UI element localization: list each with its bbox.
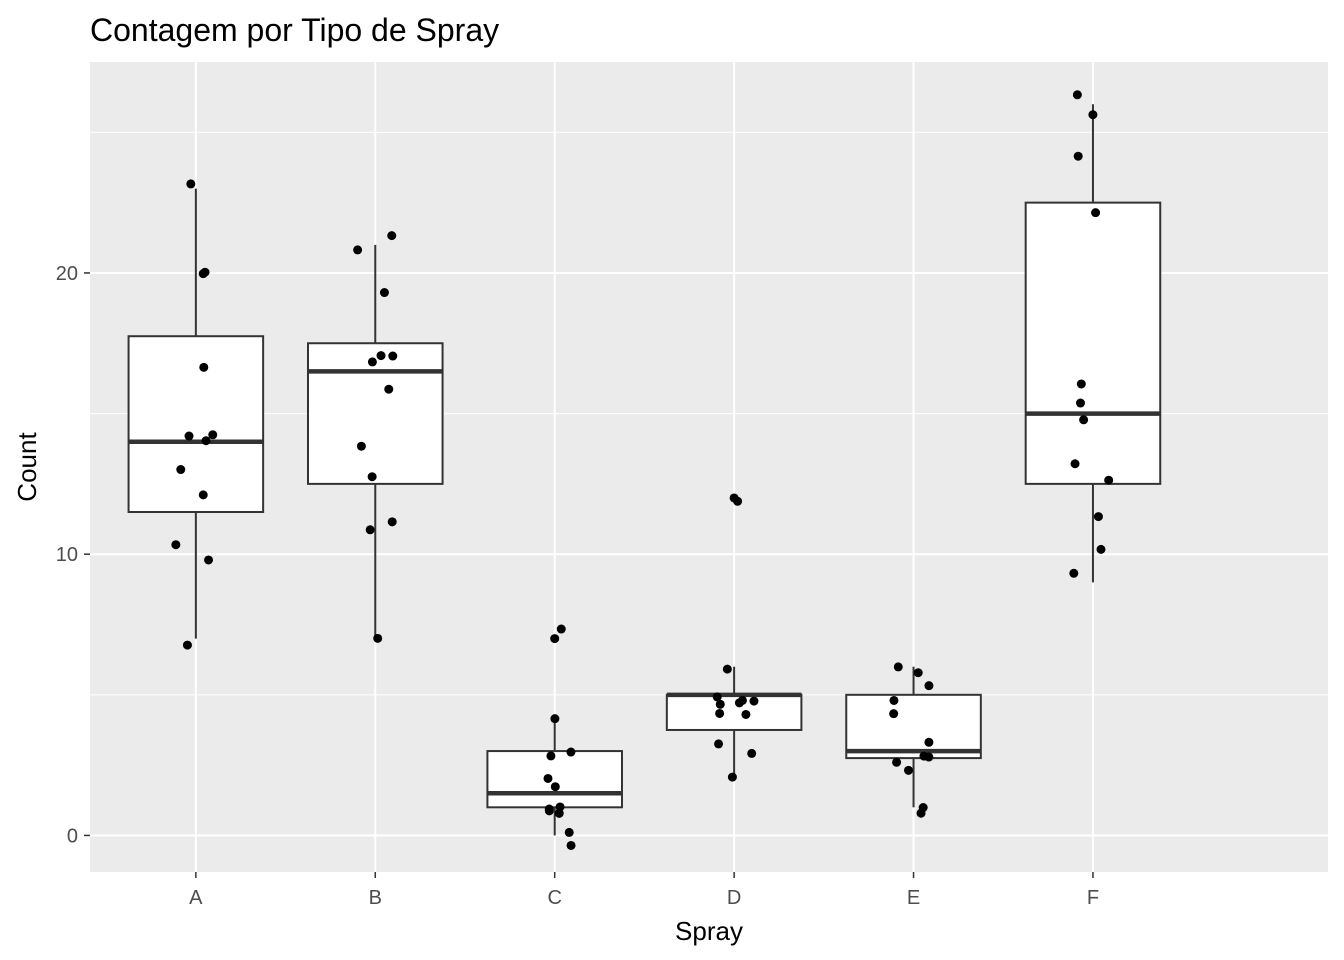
data-point bbox=[916, 808, 926, 818]
data-point bbox=[1104, 475, 1114, 485]
data-point bbox=[367, 472, 377, 482]
data-point bbox=[715, 708, 725, 718]
boxplots bbox=[127, 104, 1162, 836]
data-point bbox=[566, 840, 576, 850]
data-point bbox=[1072, 90, 1082, 100]
data-point bbox=[1075, 398, 1085, 408]
box bbox=[1024, 201, 1162, 485]
data-point bbox=[903, 765, 913, 775]
data-point bbox=[171, 540, 181, 550]
data-point bbox=[1091, 208, 1101, 218]
data-point bbox=[1070, 459, 1080, 469]
data-point bbox=[373, 633, 383, 643]
data-point bbox=[376, 351, 386, 361]
data-point bbox=[741, 709, 751, 719]
data-point bbox=[749, 696, 759, 706]
data-point bbox=[546, 751, 556, 761]
data-point bbox=[715, 699, 725, 709]
data-point bbox=[199, 362, 209, 372]
data-point bbox=[204, 555, 214, 565]
axis-ticks: 0 10 20 A B C D E F bbox=[56, 263, 1099, 909]
data-point bbox=[367, 357, 377, 367]
data-point bbox=[566, 747, 576, 757]
data-point bbox=[1093, 512, 1103, 522]
box bbox=[486, 750, 623, 809]
data-point bbox=[201, 436, 211, 446]
x-tick-label: C bbox=[547, 887, 561, 909]
data-point bbox=[924, 752, 934, 762]
x-tick-label: A bbox=[189, 887, 203, 909]
data-point bbox=[564, 827, 574, 837]
box bbox=[665, 693, 803, 731]
data-point bbox=[892, 757, 902, 767]
data-point bbox=[387, 231, 397, 241]
y-axis-title: Count bbox=[12, 432, 42, 502]
data-point bbox=[924, 681, 934, 691]
data-point bbox=[384, 384, 394, 394]
x-tick-label: E bbox=[907, 887, 920, 909]
data-point bbox=[550, 714, 560, 724]
data-point bbox=[712, 692, 722, 702]
data-point bbox=[747, 748, 757, 758]
data-point bbox=[365, 525, 375, 535]
data-point bbox=[1073, 151, 1083, 161]
x-tick-label: F bbox=[1087, 887, 1099, 909]
box bbox=[306, 342, 444, 485]
chart-title: Contagem por Tipo de Spray bbox=[90, 12, 499, 48]
y-tick-label: 10 bbox=[56, 544, 78, 566]
data-point bbox=[555, 802, 565, 812]
data-point bbox=[924, 737, 934, 747]
data-point bbox=[913, 668, 923, 678]
x-tick-label: D bbox=[727, 887, 741, 909]
data-point bbox=[387, 517, 397, 527]
data-point bbox=[889, 695, 899, 705]
data-point bbox=[893, 662, 903, 672]
data-point bbox=[550, 782, 560, 792]
data-point bbox=[734, 698, 744, 708]
data-point bbox=[1069, 568, 1079, 578]
data-point bbox=[543, 773, 553, 783]
box bbox=[127, 335, 265, 513]
data-point bbox=[208, 430, 218, 440]
data-point bbox=[356, 441, 366, 451]
data-point bbox=[1079, 415, 1089, 425]
data-point bbox=[544, 804, 554, 814]
data-point bbox=[186, 179, 196, 189]
data-point bbox=[733, 496, 743, 506]
data-point bbox=[388, 351, 398, 361]
data-point bbox=[198, 490, 208, 500]
data-point bbox=[176, 465, 186, 475]
data-point bbox=[556, 624, 566, 634]
data-point bbox=[889, 709, 899, 719]
data-point bbox=[1096, 544, 1106, 554]
data-point bbox=[1088, 110, 1098, 120]
box bbox=[845, 693, 982, 760]
data-point bbox=[1076, 379, 1086, 389]
data-point bbox=[353, 245, 363, 255]
x-axis-title: Spray bbox=[675, 916, 743, 946]
data-point bbox=[182, 640, 192, 650]
data-point bbox=[727, 772, 737, 782]
outlier-point bbox=[550, 634, 560, 644]
data-point bbox=[198, 269, 208, 279]
jitter-points bbox=[171, 90, 1114, 850]
data-point bbox=[184, 431, 194, 441]
x-tick-label: B bbox=[369, 887, 382, 909]
y-tick-label: 0 bbox=[67, 825, 78, 847]
data-point bbox=[722, 664, 732, 674]
data-point bbox=[379, 288, 389, 298]
y-tick-label: 20 bbox=[56, 263, 78, 285]
data-point bbox=[714, 739, 724, 749]
